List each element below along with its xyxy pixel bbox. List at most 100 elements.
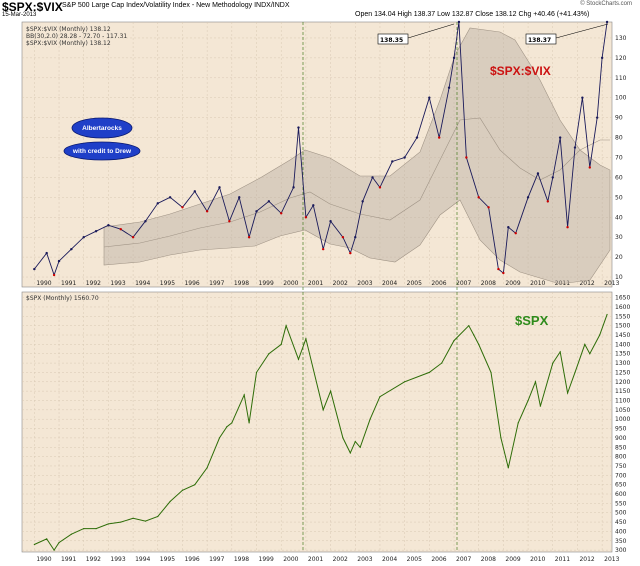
- top-y-tick: 30: [615, 234, 623, 241]
- spxvix-point: [119, 228, 122, 231]
- spx-point: [144, 520, 147, 522]
- spxvix-point: [321, 247, 325, 251]
- spx-point: [329, 390, 332, 392]
- top-y-tick: 110: [615, 75, 627, 82]
- top-x-tick: 1990: [36, 280, 51, 287]
- spx-point: [297, 358, 300, 360]
- top-x-tick: 1993: [110, 280, 125, 287]
- spxvix-point: [514, 232, 517, 235]
- spx-point: [95, 528, 97, 530]
- callout-right: 138.37: [525, 23, 609, 45]
- spx-point: [490, 371, 492, 374]
- bottom-y-tick: 750: [615, 463, 627, 470]
- bottom-series: [33, 313, 608, 552]
- spxvix-point: [156, 202, 159, 205]
- spx-point: [507, 467, 509, 469]
- bottom-y-tick: 1400: [615, 341, 630, 348]
- bottom-y-tick: 1000: [615, 416, 630, 423]
- spxvix-point: [341, 235, 345, 239]
- top-x-tick: 1994: [135, 280, 150, 287]
- top-x-tick: 2002: [333, 280, 348, 287]
- spxvix-point: [487, 206, 490, 209]
- spx-big-label: $SPX: [515, 313, 549, 328]
- bottom-x-tick: 2013: [604, 556, 619, 563]
- spxvix-point: [193, 190, 197, 193]
- bottom-y-tick: 1550: [615, 313, 630, 320]
- bottom-y-tick: 1650: [615, 295, 630, 302]
- bottom-grid: 300 350 400 450 500 550 600 650 700 750 800 850 900 9…: [22, 292, 630, 563]
- spx-point: [248, 422, 250, 424]
- bottom-y-tick: 400: [615, 528, 627, 535]
- spx-point: [599, 334, 601, 336]
- bottom-y-tick: 450: [615, 519, 627, 526]
- spx-point: [342, 437, 344, 439]
- spxvix-point: [581, 96, 584, 99]
- spxvix-point: [349, 251, 352, 255]
- spx-point: [441, 362, 443, 364]
- spx-point: [359, 446, 361, 448]
- top-x-tick: 2003: [357, 280, 372, 287]
- spxvix-point: [205, 210, 209, 213]
- bottom-x-tick: 1992: [86, 556, 101, 563]
- spxvix-point: [536, 172, 540, 175]
- spxvix-point: [329, 220, 332, 223]
- spxvix-big-label: $SPX:$VIX: [490, 64, 551, 78]
- spxvix-point: [354, 235, 357, 239]
- chart-ohlc: Open 134.04 High 138.37 Low 132.87 Close…: [355, 11, 590, 18]
- bottom-x-tick: 2003: [357, 556, 372, 563]
- spxvix-point: [546, 200, 550, 203]
- top-x-tick: 2007: [456, 280, 471, 287]
- spxvix-point: [403, 156, 406, 159]
- top-y-tick: 90: [615, 115, 623, 122]
- chart-date: 15-Mar-2013: [2, 12, 37, 18]
- top-x-tick: 1991: [61, 280, 76, 287]
- spxvix-point: [457, 20, 461, 24]
- spxvix-point: [507, 226, 510, 229]
- spx-point: [243, 394, 245, 396]
- spx-point: [559, 351, 561, 353]
- spxvix-point: [437, 136, 441, 139]
- top-x-tick: 2010: [530, 280, 545, 287]
- spxvix-point: [238, 196, 241, 199]
- spxvix-point: [168, 196, 172, 199]
- bottom-y-tick: 500: [615, 510, 627, 517]
- spx-point: [231, 422, 233, 424]
- spxvix-point: [107, 224, 110, 227]
- bottom-x-tick: 1995: [160, 556, 175, 563]
- spx-point: [379, 396, 381, 398]
- bottom-y-tick: 350: [615, 538, 627, 545]
- spx-point: [369, 418, 371, 420]
- spx-point: [552, 362, 554, 364]
- bottom-x-tick: 2004: [382, 556, 397, 563]
- chart-subtitle: S&P 500 Large Cap Index/Volatility Index…: [62, 2, 290, 9]
- bottom-y-tick: 1100: [615, 397, 630, 404]
- callout-right-text: 138.37: [528, 37, 551, 44]
- top-x-tick: 1995: [160, 280, 175, 287]
- top-x-tick: 1992: [86, 280, 101, 287]
- spxvix-point: [595, 116, 599, 119]
- spx-point: [527, 399, 529, 402]
- bottom-y-tick: 1350: [615, 351, 630, 358]
- bottom-y-tick: 1200: [615, 379, 630, 386]
- bottom-y-tick: 950: [615, 426, 627, 433]
- top-y-tick: 50: [615, 194, 623, 201]
- bollinger-mid: [103, 117, 610, 248]
- spxvix-point: [297, 126, 300, 129]
- spx-point: [584, 343, 586, 345]
- spxvix-point: [255, 210, 258, 213]
- spxvix-point: [33, 267, 36, 271]
- spxvix-point: [361, 200, 364, 203]
- top-y-tick: 120: [615, 55, 627, 62]
- spx-point: [226, 426, 228, 428]
- spx-point: [181, 489, 184, 491]
- bottom-y-tick: 1150: [615, 388, 630, 395]
- spxvix-point: [558, 136, 562, 139]
- spx-point: [46, 538, 48, 540]
- oval-credit-text: with credit to Drew: [72, 148, 132, 155]
- bottom-y-tick: 900: [615, 435, 627, 442]
- bottom-panel-bg: [21, 291, 613, 553]
- bottom-x-tick: 1993: [110, 556, 125, 563]
- bottom-y-tick: 700: [615, 472, 627, 479]
- bottom-x-tick: 1997: [209, 556, 224, 563]
